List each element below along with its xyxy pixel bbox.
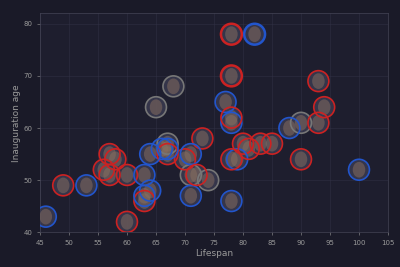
Ellipse shape xyxy=(57,178,70,193)
Ellipse shape xyxy=(144,183,156,198)
Ellipse shape xyxy=(180,164,201,185)
Ellipse shape xyxy=(225,151,238,167)
Ellipse shape xyxy=(76,175,97,196)
Ellipse shape xyxy=(121,214,133,230)
Ellipse shape xyxy=(290,149,312,170)
Ellipse shape xyxy=(227,149,248,170)
Ellipse shape xyxy=(225,110,238,125)
Ellipse shape xyxy=(219,94,232,110)
Ellipse shape xyxy=(314,97,335,118)
Ellipse shape xyxy=(134,164,155,185)
Ellipse shape xyxy=(232,133,254,154)
Ellipse shape xyxy=(174,149,196,170)
Ellipse shape xyxy=(308,71,329,92)
Ellipse shape xyxy=(312,73,325,89)
Ellipse shape xyxy=(103,146,116,162)
Ellipse shape xyxy=(146,97,166,118)
Ellipse shape xyxy=(221,191,242,211)
Ellipse shape xyxy=(353,162,365,178)
Ellipse shape xyxy=(312,115,325,131)
Ellipse shape xyxy=(134,191,155,211)
Ellipse shape xyxy=(250,133,271,154)
Ellipse shape xyxy=(99,164,120,185)
Ellipse shape xyxy=(40,209,52,225)
Ellipse shape xyxy=(283,120,296,136)
Ellipse shape xyxy=(225,193,238,209)
Ellipse shape xyxy=(248,26,261,42)
Ellipse shape xyxy=(105,149,126,170)
Ellipse shape xyxy=(80,178,93,193)
Y-axis label: Inauguration age: Inauguration age xyxy=(12,84,20,162)
Ellipse shape xyxy=(156,141,168,157)
Ellipse shape xyxy=(179,151,191,167)
Ellipse shape xyxy=(180,185,201,206)
Ellipse shape xyxy=(151,138,172,159)
Ellipse shape xyxy=(279,117,300,139)
Ellipse shape xyxy=(237,136,249,151)
Ellipse shape xyxy=(198,170,219,191)
Ellipse shape xyxy=(163,76,184,97)
Ellipse shape xyxy=(144,146,156,162)
Ellipse shape xyxy=(121,167,133,183)
Ellipse shape xyxy=(184,188,197,204)
Ellipse shape xyxy=(295,151,307,167)
Ellipse shape xyxy=(116,164,138,185)
Ellipse shape xyxy=(167,78,180,94)
Ellipse shape xyxy=(184,167,197,183)
Ellipse shape xyxy=(138,193,151,209)
Ellipse shape xyxy=(150,99,162,115)
Ellipse shape xyxy=(262,133,282,154)
Ellipse shape xyxy=(225,115,238,131)
Ellipse shape xyxy=(318,99,330,115)
Ellipse shape xyxy=(138,188,151,204)
Ellipse shape xyxy=(98,162,110,178)
Ellipse shape xyxy=(225,68,238,84)
Ellipse shape xyxy=(192,128,213,149)
Ellipse shape xyxy=(138,167,151,183)
Ellipse shape xyxy=(221,112,242,133)
Ellipse shape xyxy=(140,180,161,201)
Ellipse shape xyxy=(221,149,242,170)
Ellipse shape xyxy=(140,144,161,164)
Ellipse shape xyxy=(254,136,267,151)
Ellipse shape xyxy=(295,115,307,131)
Ellipse shape xyxy=(266,136,278,151)
Ellipse shape xyxy=(53,175,74,196)
Ellipse shape xyxy=(308,112,329,133)
Ellipse shape xyxy=(116,211,138,232)
Ellipse shape xyxy=(290,112,312,133)
Ellipse shape xyxy=(180,144,201,164)
Ellipse shape xyxy=(157,144,178,164)
Ellipse shape xyxy=(221,107,242,128)
Ellipse shape xyxy=(109,151,122,167)
Ellipse shape xyxy=(186,164,207,185)
Ellipse shape xyxy=(99,144,120,164)
X-axis label: Lifespan: Lifespan xyxy=(195,249,233,258)
Ellipse shape xyxy=(103,167,116,183)
Ellipse shape xyxy=(215,92,236,112)
Ellipse shape xyxy=(238,138,259,159)
Ellipse shape xyxy=(348,159,370,180)
Ellipse shape xyxy=(161,141,174,157)
Ellipse shape xyxy=(161,146,174,162)
Ellipse shape xyxy=(161,136,174,151)
Ellipse shape xyxy=(221,65,242,86)
Ellipse shape xyxy=(93,159,114,180)
Ellipse shape xyxy=(157,138,178,159)
Ellipse shape xyxy=(184,146,197,162)
Ellipse shape xyxy=(202,172,214,188)
Ellipse shape xyxy=(157,133,178,154)
Ellipse shape xyxy=(231,151,244,167)
Ellipse shape xyxy=(190,167,203,183)
Ellipse shape xyxy=(35,206,56,227)
Ellipse shape xyxy=(196,131,209,146)
Ellipse shape xyxy=(221,24,242,45)
Ellipse shape xyxy=(134,185,155,206)
Ellipse shape xyxy=(225,26,238,42)
Ellipse shape xyxy=(244,24,265,45)
Ellipse shape xyxy=(242,141,255,157)
